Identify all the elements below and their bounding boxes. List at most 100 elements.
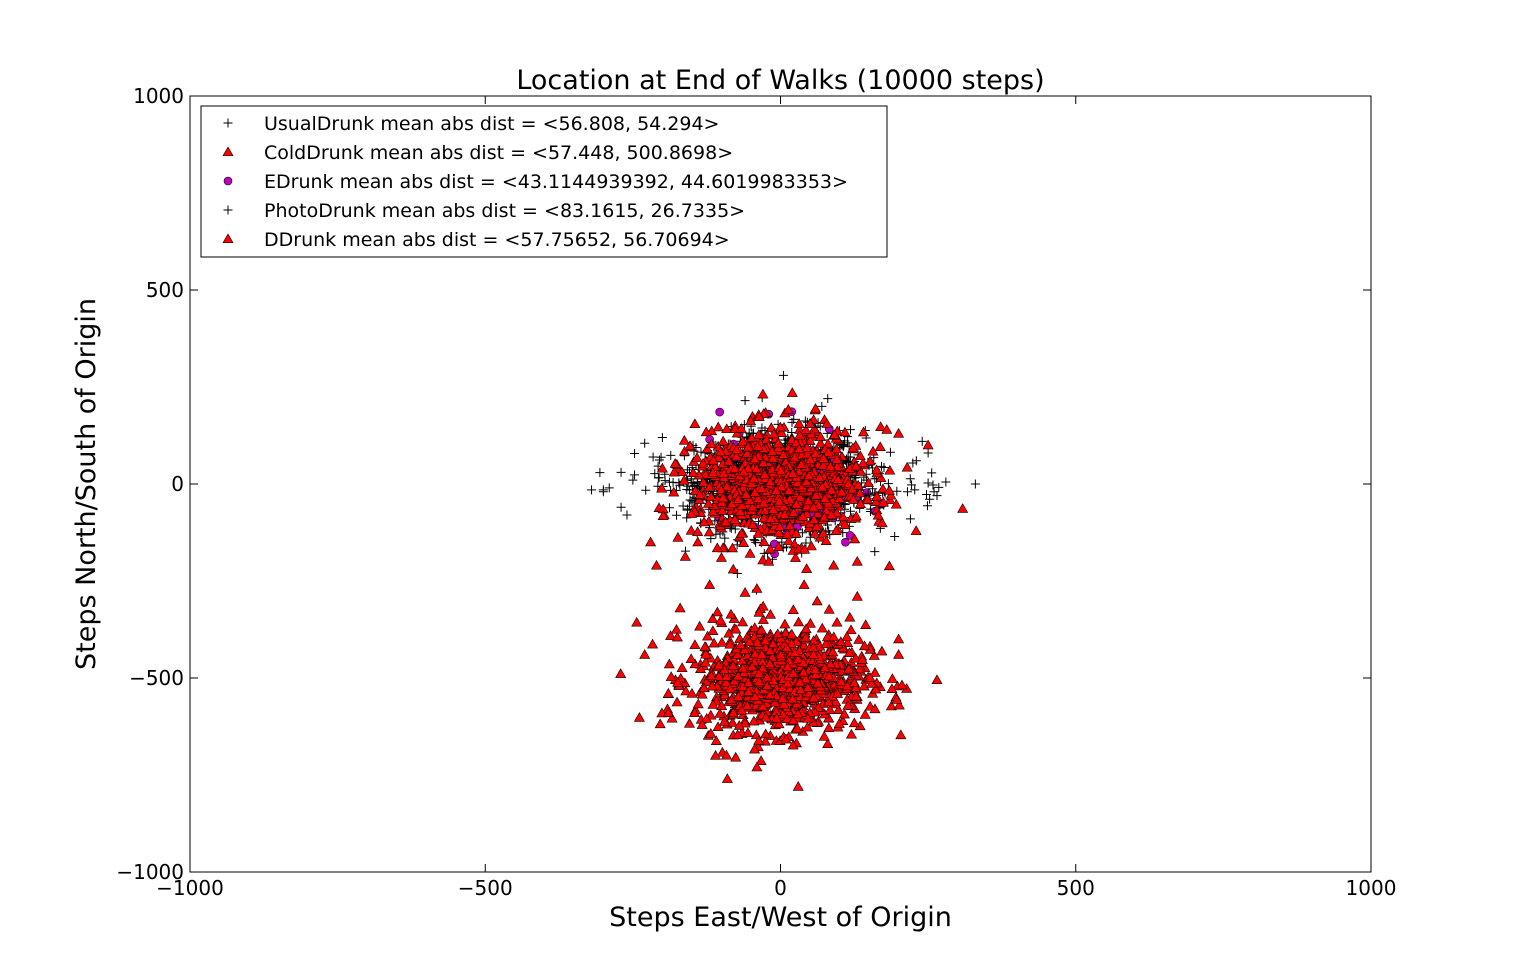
data-point — [870, 547, 880, 557]
data-point — [843, 663, 855, 674]
data-point — [825, 484, 838, 495]
y-tick-label: 500 — [146, 278, 184, 302]
data-point — [707, 467, 719, 477]
data-point — [647, 638, 659, 649]
data-point — [799, 544, 811, 554]
data-point — [862, 477, 874, 488]
data-point — [839, 426, 851, 437]
data-point — [689, 418, 701, 429]
data-point — [828, 559, 840, 570]
data-point — [763, 555, 775, 566]
data-point — [702, 498, 714, 508]
data-point — [787, 604, 799, 615]
data-point — [720, 676, 732, 687]
data-point — [736, 499, 748, 510]
data-point — [844, 611, 856, 622]
data-point — [732, 568, 742, 578]
data-point — [663, 658, 675, 669]
data-point — [670, 624, 682, 634]
data-point — [756, 483, 768, 494]
data-point — [790, 527, 802, 538]
data-point — [765, 513, 777, 523]
data-point — [820, 535, 832, 546]
data-point — [842, 458, 852, 468]
data-point — [787, 467, 799, 478]
data-point — [753, 606, 765, 617]
data-point — [816, 622, 828, 633]
legend-label: ColdDrunk mean abs dist = <57.448, 500.8… — [264, 142, 733, 164]
data-point — [792, 781, 804, 791]
legend-label: EDrunk mean abs dist = <43.1144939392, 4… — [264, 171, 848, 193]
data-point — [595, 468, 605, 478]
data-point — [809, 664, 821, 674]
data-point — [767, 638, 779, 649]
data-point — [715, 407, 724, 417]
y-axis-title: Steps North/South of Origin — [71, 298, 102, 670]
data-point — [814, 472, 826, 482]
data-point — [747, 519, 759, 529]
data-point — [758, 536, 770, 546]
data-point — [745, 415, 757, 426]
data-point — [738, 466, 750, 477]
data-point — [726, 542, 739, 553]
data-point — [714, 708, 726, 718]
data-point — [689, 707, 701, 717]
data-point — [885, 489, 897, 500]
data-point — [786, 628, 798, 639]
data-point — [701, 443, 713, 454]
y-tick-label: −500 — [129, 666, 184, 690]
data-point — [751, 636, 763, 647]
data-point — [761, 680, 773, 691]
data-point — [780, 627, 792, 638]
data-point — [742, 727, 754, 737]
data-point — [730, 450, 742, 461]
x-axis-title: Steps East/West of Origin — [609, 902, 952, 933]
data-point — [712, 721, 724, 731]
data-point — [772, 628, 784, 639]
data-point — [687, 467, 699, 477]
data-point — [841, 537, 850, 547]
data-point — [823, 670, 835, 681]
data-point — [656, 462, 668, 473]
data-point — [689, 658, 701, 669]
data-point — [716, 637, 728, 647]
data-point — [845, 624, 857, 635]
legend-label: PhotoDrunk mean abs dist = <83.1615, 26.… — [264, 200, 745, 222]
data-point — [821, 418, 833, 428]
data-point — [773, 718, 785, 729]
data-point — [721, 423, 733, 434]
data-point — [700, 648, 712, 659]
data-point — [731, 444, 743, 455]
data-point — [794, 676, 806, 687]
data-point — [669, 458, 681, 468]
data-point — [794, 429, 806, 440]
data-point — [692, 698, 704, 709]
data-point — [800, 476, 812, 487]
data-point — [781, 642, 793, 652]
data-point — [741, 447, 753, 458]
data-point — [801, 538, 811, 548]
data-point — [720, 749, 732, 760]
data-point — [705, 438, 717, 449]
data-point — [814, 431, 826, 441]
data-point — [842, 700, 854, 710]
data-point — [817, 527, 829, 538]
data-point — [697, 457, 709, 468]
data-point — [773, 541, 785, 552]
data-point — [645, 536, 657, 547]
data-point — [743, 636, 756, 647]
data-point — [905, 474, 915, 484]
data-point — [850, 510, 862, 521]
data-point — [927, 468, 937, 478]
legend: UsualDrunk mean abs dist = <56.808, 54.2… — [200, 105, 888, 258]
data-point — [771, 712, 783, 723]
data-point — [792, 708, 804, 719]
data-point — [858, 680, 870, 691]
data-point — [598, 485, 608, 495]
data-point — [747, 501, 759, 512]
data-point — [831, 461, 843, 471]
data-point — [701, 713, 713, 723]
data-point — [720, 516, 732, 527]
data-point — [792, 653, 804, 664]
